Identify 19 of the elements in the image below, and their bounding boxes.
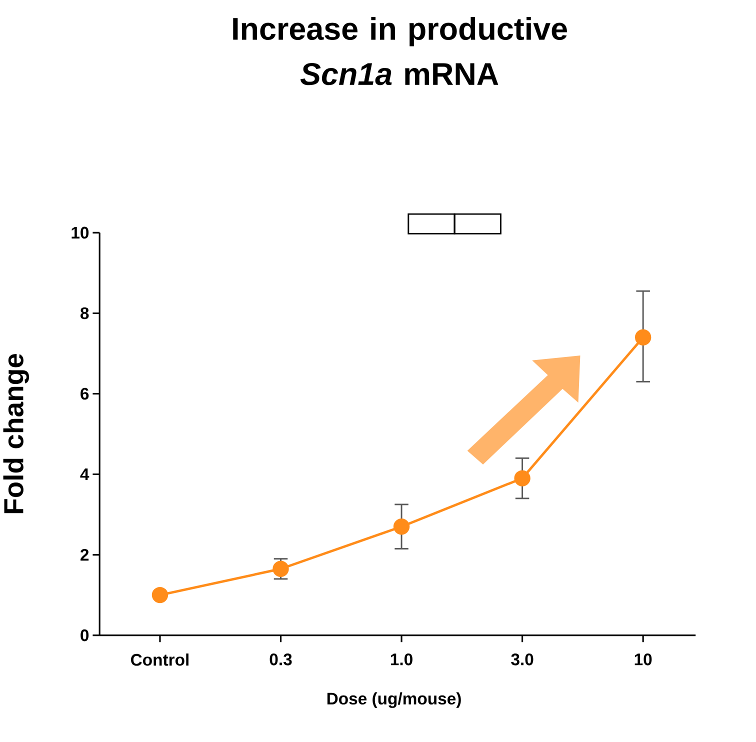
y-tick-label: 4 bbox=[80, 468, 90, 480]
x-axis-title: Dose (ug/mouse) bbox=[327, 692, 461, 708]
y-tick-label: 6 bbox=[80, 388, 89, 400]
x-tick-label: 1.0 bbox=[390, 653, 412, 666]
x-tick-label: 3.0 bbox=[511, 653, 534, 666]
y-tick-label: 2 bbox=[80, 548, 89, 560]
y-tick-label: 8 bbox=[80, 307, 89, 319]
y-axis-title: Fold change bbox=[3, 354, 30, 513]
x-tick-label: 10 bbox=[634, 653, 652, 666]
point bbox=[393, 518, 410, 535]
y-tick-label: 10 bbox=[72, 226, 89, 238]
point bbox=[634, 329, 652, 346]
chart-title: Increase in productive Scn1a mRNA bbox=[233, 16, 567, 86]
point bbox=[514, 470, 530, 486]
x-tick-label: Control bbox=[130, 653, 188, 666]
point bbox=[152, 586, 168, 603]
x-tick-label: 0.3 bbox=[270, 653, 292, 666]
point bbox=[272, 560, 289, 577]
y-tick-label: 0 bbox=[80, 629, 89, 642]
